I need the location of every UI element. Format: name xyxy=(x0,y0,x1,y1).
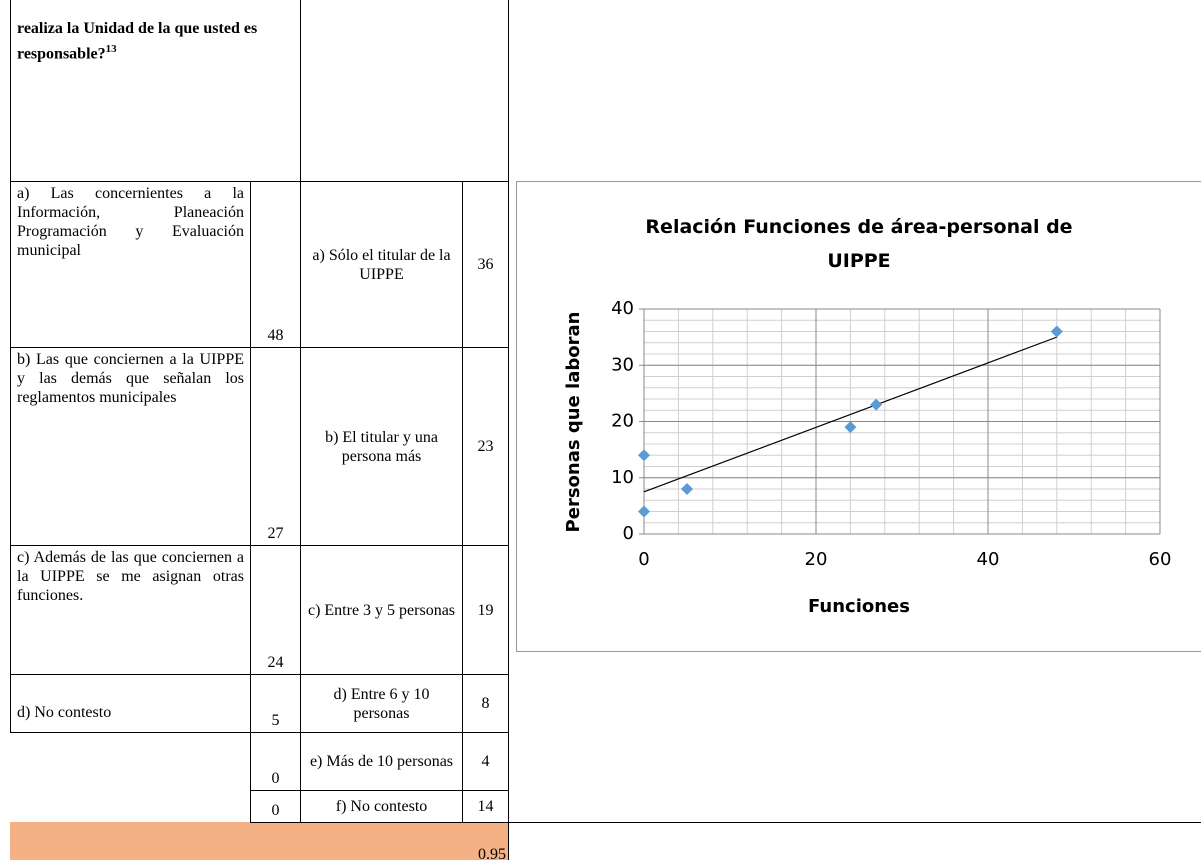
x-tick-label: 60 xyxy=(1149,549,1172,570)
count-cell: 48 xyxy=(250,181,301,348)
empty-cell xyxy=(300,0,509,182)
y-tick-label: 20 xyxy=(611,411,634,432)
staff-count: 23 xyxy=(477,438,494,455)
point xyxy=(638,505,650,518)
count-cell: 4 xyxy=(462,732,509,791)
point xyxy=(844,421,857,434)
header-text: realiza la Unidad de la que usted es res… xyxy=(17,19,294,64)
staff-cell: a) Sólo el titular de la UIPPE xyxy=(300,181,463,348)
count-cell: 0 xyxy=(250,790,301,823)
y-tick-label: 10 xyxy=(611,467,634,488)
point xyxy=(638,449,650,462)
header-question: realiza la Unidad de la que usted es res… xyxy=(17,20,258,63)
function-cell: a) Las concernientes a la Información, P… xyxy=(10,181,251,348)
y-tick-label: 0 xyxy=(623,523,634,544)
chart-title: Relación Funciones de área-personal de U… xyxy=(645,216,1073,272)
function-cell: b) Las que conciernen a la UIPPE y las d… xyxy=(10,347,251,546)
staff-text: e) Más de 10 personas xyxy=(309,753,454,770)
function-text: c) Además de las que conciernen a la UIP… xyxy=(17,549,244,604)
count-cell: 24 xyxy=(250,545,301,675)
total-value: 0.95 xyxy=(478,846,506,860)
staff-cell: e) Más de 10 personas xyxy=(300,732,463,791)
count-cell: 0 xyxy=(250,732,301,791)
staff-text: d) Entre 6 y 10 personas xyxy=(333,685,430,722)
count-cell: 36 xyxy=(462,181,509,348)
staff-count: 4 xyxy=(481,753,490,770)
x-tick-label: 40 xyxy=(977,549,1000,570)
count-cell: 14 xyxy=(462,790,509,823)
functions-count: 5 xyxy=(271,712,280,729)
y-tick-label: 40 xyxy=(611,298,634,319)
staff-cell: d) Entre 6 y 10 personas xyxy=(300,674,463,733)
staff-text: f) No contesto xyxy=(335,798,428,815)
staff-text: c) Entre 3 y 5 personas xyxy=(307,601,456,619)
staff-count: 19 xyxy=(477,601,494,619)
functions-count: 48 xyxy=(267,327,284,344)
function-text: d) No contesto xyxy=(17,704,112,721)
staff-count: 36 xyxy=(477,256,494,273)
divider xyxy=(508,822,1201,823)
functions-count: 27 xyxy=(267,525,284,542)
count-cell: 5 xyxy=(250,674,301,733)
point xyxy=(681,483,693,495)
functions-count: 24 xyxy=(267,654,284,671)
footnote-ref: 13 xyxy=(105,43,117,55)
chart: 0 20 40 60 0 10 20 30 40 Funciones Personas que la… xyxy=(563,298,1172,617)
functions-count: 0 xyxy=(271,802,280,819)
total-bar: 0.95 xyxy=(10,822,508,860)
header-cell: realiza la Unidad de la que usted es res… xyxy=(10,0,301,182)
function-text: a) Las concernientes a la Información, P… xyxy=(17,185,244,259)
y-tick-label: 30 xyxy=(611,354,634,375)
staff-count: 14 xyxy=(477,798,494,815)
x-tick-label: 20 xyxy=(805,549,828,570)
y-axis-label: Personas que laboran xyxy=(563,312,584,533)
function-cell: c) Además de las que conciernen a la UIP… xyxy=(10,545,251,675)
staff-cell: b) El titular y una persona más xyxy=(300,347,463,546)
function-cell: d) No contesto xyxy=(10,674,251,733)
x-axis-label: Funciones xyxy=(808,596,910,617)
functions-count: 0 xyxy=(271,770,280,787)
function-text: b) Las que conciernen a la UIPPE y las d… xyxy=(17,351,244,406)
point xyxy=(1050,325,1063,338)
staff-cell: f) No contesto xyxy=(300,790,463,823)
count-cell: 23 xyxy=(462,347,509,546)
count-cell: 19 xyxy=(462,545,509,675)
staff-count: 8 xyxy=(481,695,490,712)
point xyxy=(870,398,883,411)
chart-frame: Relación Funciones de área-personal de U… xyxy=(516,181,1201,652)
staff-text: b) El titular y una persona más xyxy=(325,428,438,465)
staff-cell: c) Entre 3 y 5 personas xyxy=(300,545,463,675)
count-cell: 27 xyxy=(250,347,301,546)
x-tick-label: 0 xyxy=(638,549,649,570)
count-cell: 8 xyxy=(462,674,509,733)
trendline xyxy=(643,336,1058,493)
staff-text: a) Sólo el titular de la UIPPE xyxy=(312,246,451,283)
